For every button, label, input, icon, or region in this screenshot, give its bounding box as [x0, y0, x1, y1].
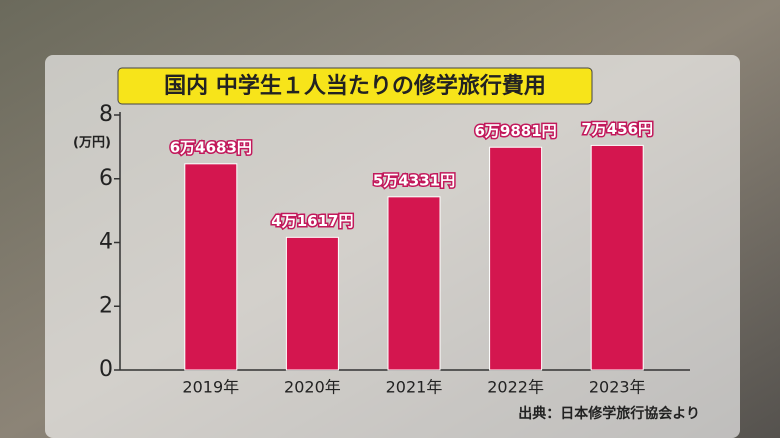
- y-tick-label: 8: [99, 102, 113, 127]
- y-tick-label: 2: [99, 293, 113, 318]
- y-tick-label: 4: [99, 230, 113, 255]
- value-label: 6万4683円: [170, 138, 252, 156]
- y-tick-label: 0: [99, 357, 113, 382]
- title-box: [117, 67, 593, 105]
- bar: [387, 196, 441, 371]
- bar: [285, 236, 339, 371]
- value-label: 6万9881円: [475, 122, 557, 140]
- chart-title: 国内 中学生１人当たりの修学旅行費用: [164, 73, 546, 99]
- bar: [184, 163, 238, 371]
- y-tick-label: 6: [99, 166, 113, 191]
- source: 出典：日本修学旅行協会より: [518, 405, 700, 422]
- value-label: 7万456円: [581, 120, 653, 138]
- bar: [590, 144, 644, 371]
- x-tick-label: 2019年: [182, 378, 239, 397]
- x-tick-label: 2022年: [487, 378, 544, 397]
- value-label: 5万4331円: [373, 171, 455, 189]
- x-tick-label: 2020年: [284, 378, 341, 397]
- bar: [489, 146, 543, 371]
- y-unit-label: (万円): [73, 136, 111, 151]
- x-tick-label: 2021年: [386, 378, 443, 397]
- value-label: 4万1617円: [271, 212, 353, 230]
- x-tick-label: 2023年: [589, 378, 646, 397]
